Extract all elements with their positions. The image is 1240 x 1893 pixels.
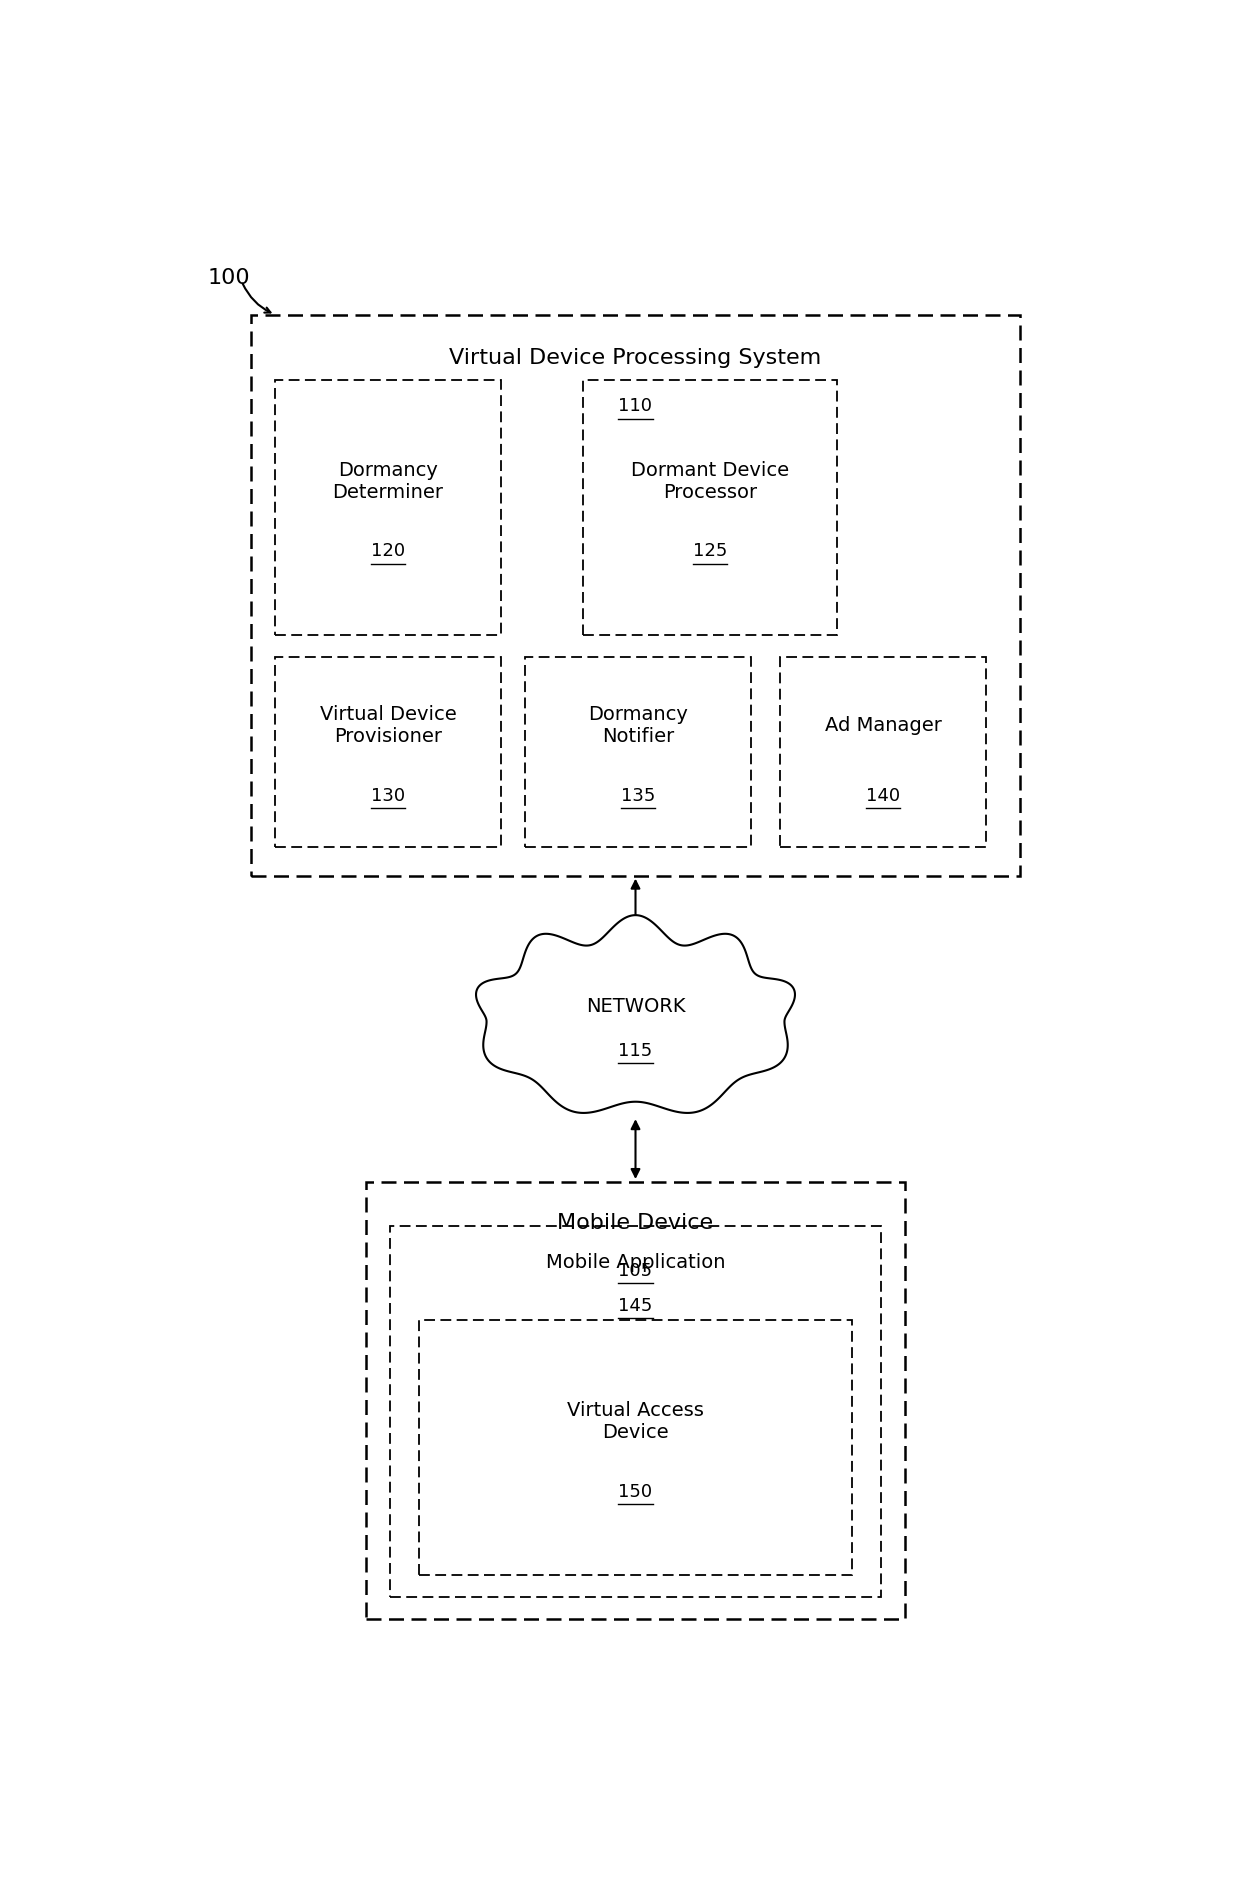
Text: Mobile Device: Mobile Device [558,1213,713,1232]
Bar [583,380,837,636]
Text: 145: 145 [619,1297,652,1316]
Bar [250,314,1021,876]
Text: 135: 135 [621,787,655,805]
Text: Virtual Access
Device: Virtual Access Device [567,1401,704,1442]
Text: Dormancy
Notifier: Dormancy Notifier [588,706,688,746]
Bar [275,380,501,636]
Bar [780,657,986,846]
Bar [419,1321,852,1575]
PathPatch shape [476,914,795,1113]
Text: 140: 140 [866,787,900,805]
Text: 150: 150 [619,1482,652,1501]
Text: 125: 125 [693,543,727,560]
Text: Dormancy
Determiner: Dormancy Determiner [332,462,444,502]
Text: 105: 105 [619,1263,652,1280]
Text: Virtual Device Processing System: Virtual Device Processing System [449,348,822,369]
Text: Mobile Application: Mobile Application [546,1253,725,1272]
Text: 100: 100 [208,269,250,288]
Text: Virtual Device
Provisioner: Virtual Device Provisioner [320,706,456,746]
Text: 120: 120 [371,543,405,560]
Text: 130: 130 [371,787,405,805]
Text: 115: 115 [619,1041,652,1060]
Bar [525,657,750,846]
Bar [275,657,501,846]
Text: NETWORK: NETWORK [585,998,686,1017]
Text: 110: 110 [619,398,652,415]
Text: Dormant Device
Processor: Dormant Device Processor [631,462,789,502]
Bar [391,1225,880,1598]
Text: Ad Manager: Ad Manager [825,716,941,734]
Bar [367,1181,905,1619]
